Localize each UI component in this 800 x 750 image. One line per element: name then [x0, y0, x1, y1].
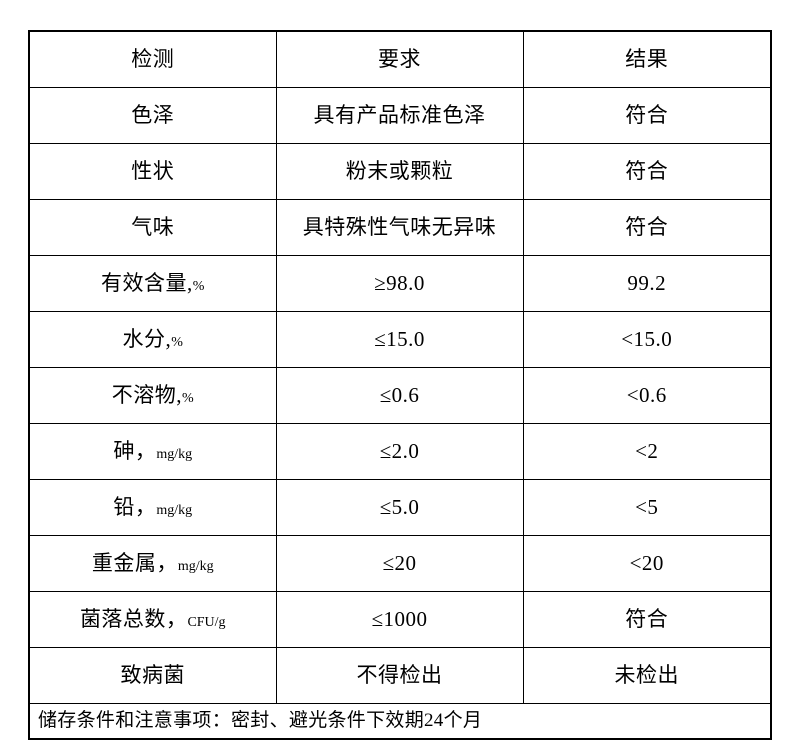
item-unit: mg/kg — [177, 559, 214, 575]
cell-result: <2 — [522, 423, 772, 480]
item-label: 性状 — [131, 159, 175, 184]
table-row: 不溶物,% ≤0.6 <0.6 — [28, 367, 772, 424]
cell-result: 99.2 — [522, 255, 772, 312]
cell-requirement: ≤15.0 — [275, 311, 524, 368]
cell-item: 有效含量,% — [28, 255, 277, 312]
table-row: 色泽 具有产品标准色泽 符合 — [28, 87, 772, 144]
table-row: 气味 具特殊性气味无异味 符合 — [28, 199, 772, 256]
cell-result: 未检出 — [522, 647, 772, 704]
cell-result: <20 — [522, 535, 772, 592]
item-label: 有效含量, — [101, 271, 193, 296]
table-row: 铅，mg/kg ≤5.0 <5 — [28, 479, 772, 536]
item-unit: % — [171, 335, 183, 351]
item-label: 色泽 — [131, 103, 175, 128]
item-label: 重金属， — [91, 551, 178, 576]
cell-item: 不溶物,% — [28, 367, 277, 424]
cell-item: 菌落总数，CFU/g — [28, 591, 277, 648]
cell-result: 符合 — [522, 591, 772, 648]
table-footer-row: 储存条件和注意事项：密封、避光条件下效期24个月 — [28, 703, 772, 740]
item-label: 不溶物, — [111, 383, 183, 408]
item-unit: mg/kg — [156, 503, 193, 519]
cell-requirement: ≤1000 — [275, 591, 524, 648]
table-body: 检测 要求 结果 色泽 具有产品标准色泽 符合 性状 粉末或颗粒 符合 气味 具… — [28, 30, 772, 740]
cell-result: 符合 — [522, 143, 772, 200]
cell-requirement: ≥98.0 — [275, 255, 524, 312]
product-specification-table: 检测 要求 结果 色泽 具有产品标准色泽 符合 性状 粉末或颗粒 符合 气味 具… — [28, 30, 772, 740]
table-row: 菌落总数，CFU/g ≤1000 符合 — [28, 591, 772, 648]
table-row: 砷，mg/kg ≤2.0 <2 — [28, 423, 772, 480]
column-header-result: 结果 — [522, 30, 772, 88]
cell-result: 符合 — [522, 87, 772, 144]
item-label: 水分, — [122, 327, 172, 352]
table-row: 水分,% ≤15.0 <15.0 — [28, 311, 772, 368]
cell-item: 铅，mg/kg — [28, 479, 277, 536]
cell-requirement: 具有产品标准色泽 — [275, 87, 524, 144]
cell-item: 砷，mg/kg — [28, 423, 277, 480]
item-unit: % — [182, 391, 194, 407]
cell-item: 致病菌 — [28, 647, 277, 704]
table-row: 有效含量,% ≥98.0 99.2 — [28, 255, 772, 312]
cell-result: <0.6 — [522, 367, 772, 424]
cell-requirement: 不得检出 — [275, 647, 524, 704]
table-row: 性状 粉末或颗粒 符合 — [28, 143, 772, 200]
cell-requirement: ≤2.0 — [275, 423, 524, 480]
cell-requirement: ≤5.0 — [275, 479, 524, 536]
cell-requirement: 粉末或颗粒 — [275, 143, 524, 200]
item-label: 致病菌 — [120, 663, 185, 688]
column-header-requirement: 要求 — [275, 30, 524, 88]
cell-requirement: 具特殊性气味无异味 — [275, 199, 524, 256]
cell-requirement: ≤20 — [275, 535, 524, 592]
item-label: 气味 — [131, 215, 175, 240]
item-unit: % — [192, 279, 205, 295]
cell-item: 色泽 — [28, 87, 277, 144]
cell-requirement: ≤0.6 — [275, 367, 524, 424]
item-label: 菌落总数， — [79, 607, 188, 632]
item-unit: CFU/g — [187, 615, 226, 631]
item-label: 铅， — [113, 495, 157, 520]
item-unit: mg/kg — [156, 447, 193, 463]
cell-result: <15.0 — [522, 311, 772, 368]
cell-item: 重金属，mg/kg — [28, 535, 277, 592]
item-label: 砷， — [113, 439, 157, 464]
column-header-item: 检测 — [28, 30, 277, 88]
storage-conditions-note: 储存条件和注意事项：密封、避光条件下效期24个月 — [28, 703, 772, 740]
table-header-row: 检测 要求 结果 — [28, 30, 772, 88]
cell-result: 符合 — [522, 199, 772, 256]
cell-item: 水分,% — [28, 311, 277, 368]
table-row: 致病菌 不得检出 未检出 — [28, 647, 772, 704]
table-row: 重金属，mg/kg ≤20 <20 — [28, 535, 772, 592]
cell-result: <5 — [522, 479, 772, 536]
cell-item: 性状 — [28, 143, 277, 200]
cell-item: 气味 — [28, 199, 277, 256]
